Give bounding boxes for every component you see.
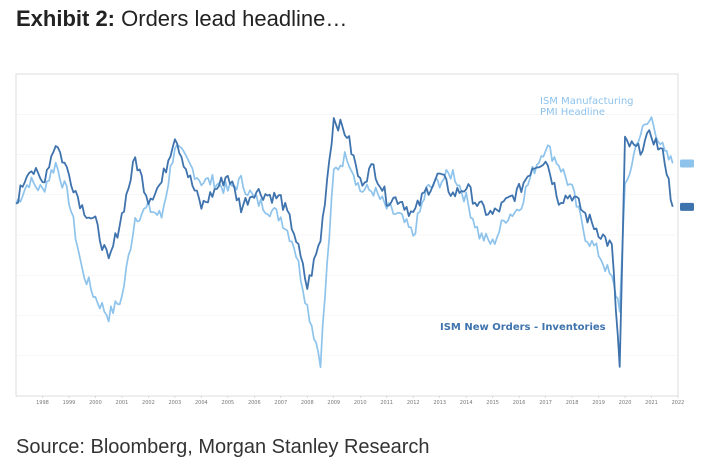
legend-pmi-headline-line1: ISM Manufacturing — [540, 96, 634, 107]
legend-pmi-headline-line2: PMI Headline — [540, 107, 605, 118]
x-tick-label: 2016 — [513, 400, 526, 406]
end-marker-pmi-headline — [680, 159, 694, 168]
x-tick-label: 2006 — [248, 400, 261, 406]
x-tick-label: 2022 — [672, 400, 685, 406]
x-tick-label: 2000 — [89, 400, 102, 406]
x-tick-label: 2010 — [354, 400, 367, 406]
x-tick-label: 2015 — [486, 400, 499, 406]
chart: 1998 1999 2000 2001 2002 2003 2004 2005 2006 2007… — [15, 73, 694, 406]
legend-pmi-headline: ISM Manufacturing PMI Headline — [540, 96, 637, 118]
x-tick-label: 2009 — [327, 400, 340, 406]
x-tick-label: 2003 — [169, 400, 182, 406]
series-line-new-orders-inventories — [15, 117, 674, 368]
series-lines — [15, 116, 694, 369]
legend-new-orders-inventories: ISM New Orders - Inventories — [440, 322, 606, 333]
x-tick-label: 2007 — [274, 400, 287, 406]
x-tick-label: 2017 — [539, 400, 552, 406]
x-tick-label: 2021 — [645, 400, 658, 406]
x-tick-label: 2001 — [116, 400, 129, 406]
x-tick-label: 2020 — [619, 400, 632, 406]
x-tick-label: 2002 — [142, 400, 155, 406]
x-tick-label: 1999 — [63, 400, 76, 406]
exhibit-number: Exhibit 2: — [16, 6, 116, 31]
x-tick-label: 1998 — [36, 400, 49, 406]
source-note: Source: Bloomberg, Morgan Stanley Resear… — [16, 436, 430, 458]
x-tick-label: 2008 — [301, 400, 314, 406]
x-tick-label: 2014 — [460, 400, 473, 406]
end-marker-new-orders-inventories — [680, 202, 694, 211]
x-tick-label: 2005 — [221, 400, 234, 406]
x-tick-label: 2012 — [407, 400, 420, 406]
grid — [16, 113, 678, 357]
x-tick-label: 2019 — [592, 400, 605, 406]
exhibit-title: Exhibit 2: Orders lead headline… — [16, 6, 347, 32]
x-axis: 1998 1999 2000 2001 2002 2003 2004 2005 2006 2007… — [36, 396, 684, 406]
series-line-pmi-headline — [15, 116, 674, 369]
x-tick-label: 2013 — [433, 400, 446, 406]
x-tick-label: 2018 — [566, 400, 579, 406]
exhibit-caption: Orders lead headline… — [115, 6, 348, 31]
x-tick-label: 2004 — [195, 400, 208, 406]
x-tick-label: 2011 — [380, 400, 393, 406]
